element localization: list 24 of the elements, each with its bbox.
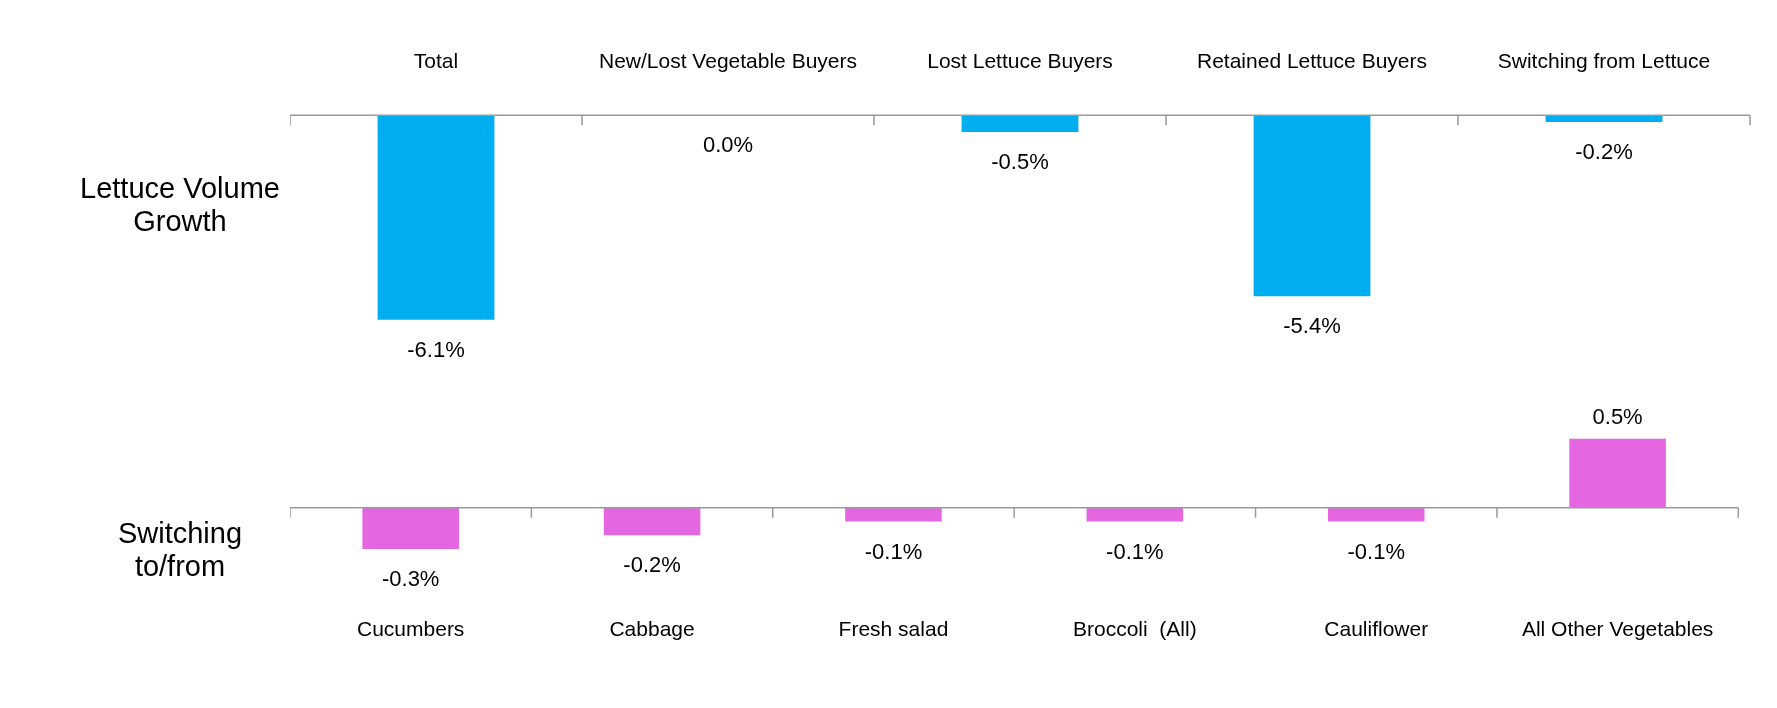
data-label: -0.3% <box>381 566 440 592</box>
data-label: -0.1% <box>864 538 923 564</box>
data-label: -0.2% <box>1575 138 1633 164</box>
x-tick-label: Fresh salad <box>838 617 949 641</box>
data-label: -5.4% <box>1283 313 1341 339</box>
x-tick-label: Lost Lettuce Buyers <box>927 49 1113 73</box>
x-tick-label: Broccoli (All) <box>1073 617 1197 641</box>
x-tick-label: Total <box>413 49 459 73</box>
x-tick-label: Cucumbers <box>357 617 465 641</box>
x-tick-label: New/Lost Vegetable Buyers <box>599 49 857 73</box>
y-axis-title: Switching to/from <box>116 517 244 583</box>
x-tick-label: Cauliflower <box>1324 617 1429 641</box>
data-label: -0.5% <box>991 149 1049 175</box>
data-label: 0.0% <box>702 132 754 158</box>
x-tick-label: Switching from Lettuce <box>1497 49 1711 73</box>
data-label: -6.1% <box>407 336 465 362</box>
x-tick-label: Retained Lettuce Buyers <box>1197 49 1427 73</box>
data-label: -0.2% <box>623 552 681 578</box>
data-label: -0.1% <box>1347 538 1405 564</box>
data-label: 0.5% <box>1592 403 1643 429</box>
x-tick-label: All Other Vegetables <box>1521 617 1714 641</box>
x-tick-label: Cabbage <box>609 617 695 641</box>
y-axis-title: Lettuce Volume Growth <box>80 172 280 238</box>
data-label: -0.1% <box>1106 538 1164 564</box>
